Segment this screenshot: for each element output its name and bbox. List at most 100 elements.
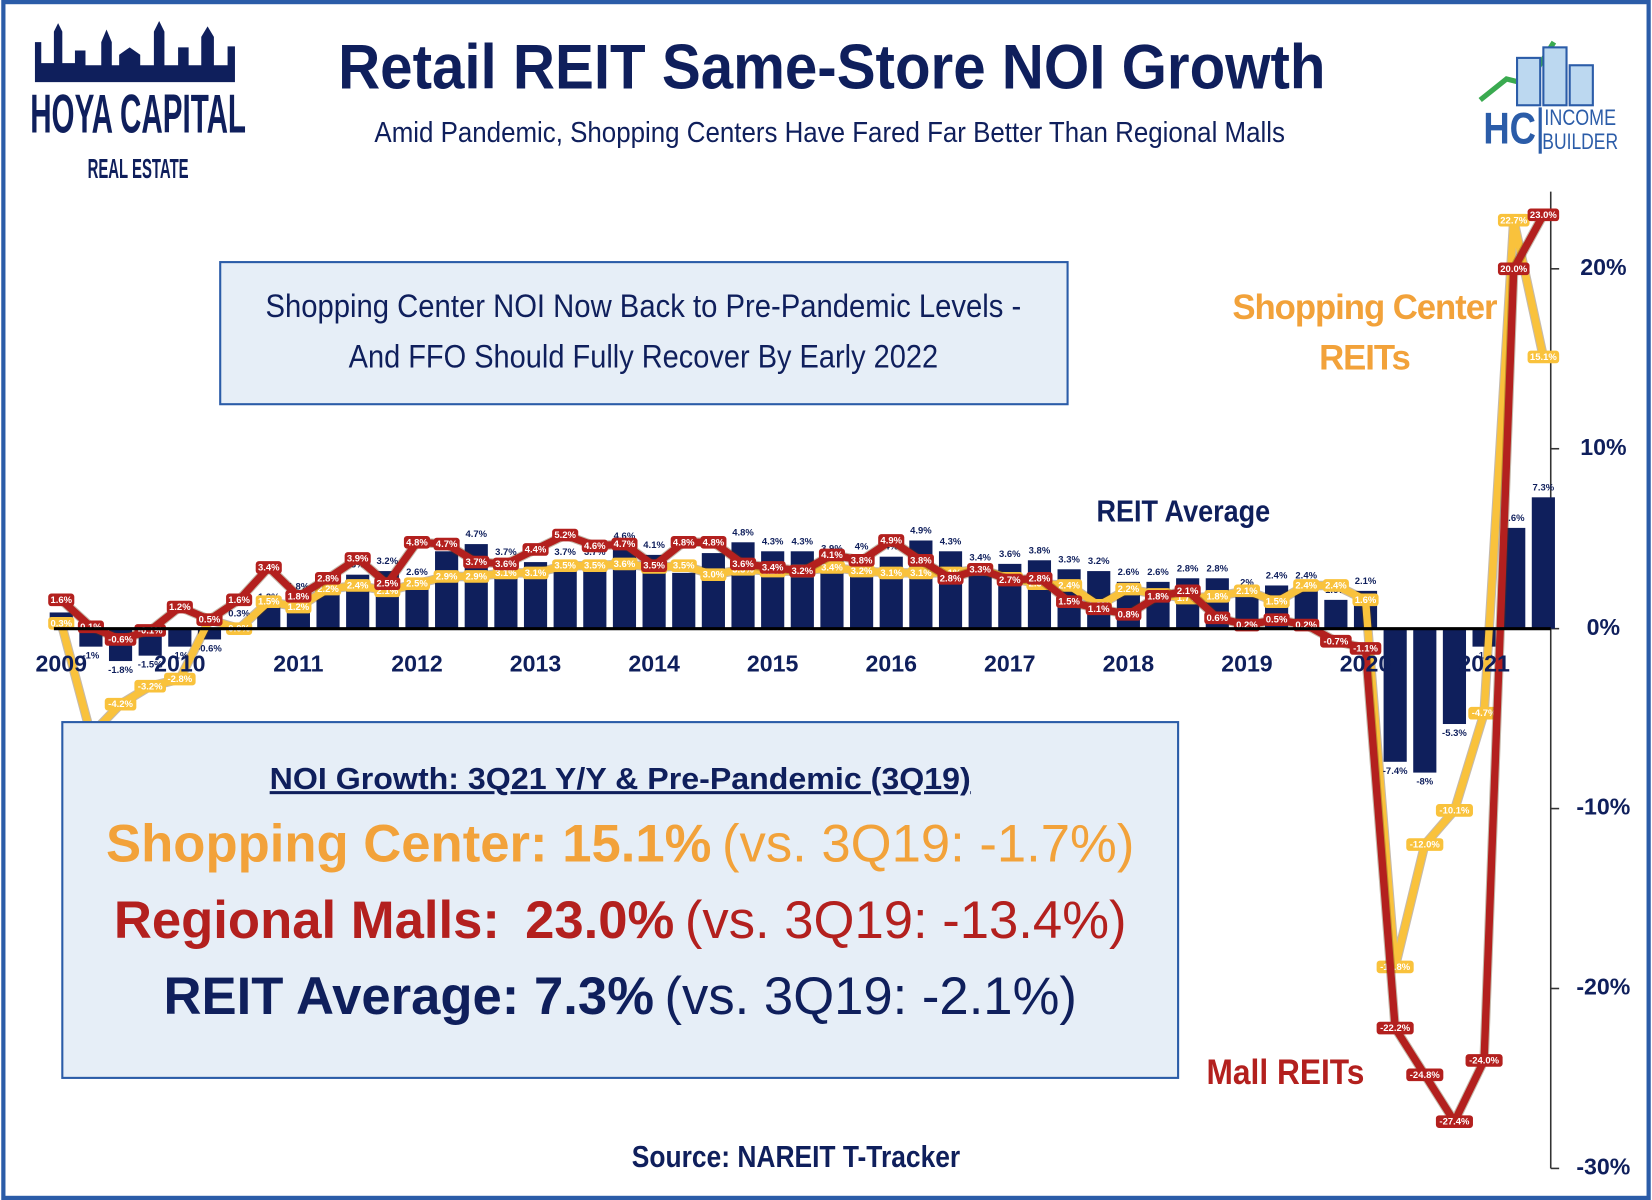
bar-label: -0.6% — [197, 643, 222, 654]
point-label-bg — [403, 577, 431, 590]
point-label-bg — [818, 561, 846, 574]
point-label: 2.1% — [1177, 586, 1199, 597]
bar-label: 3.4% — [969, 553, 991, 564]
series-label: Mall REITs — [1207, 1054, 1365, 1092]
x-tick-label: 2017 — [984, 650, 1035, 676]
x-tick-label: 2020 — [1340, 650, 1391, 676]
point-label-bg — [522, 566, 549, 580]
bar — [1502, 527, 1526, 629]
point-label: 2.1% — [1236, 586, 1258, 597]
point-label: 3.2% — [851, 566, 873, 577]
point-label: 0.5% — [199, 615, 221, 626]
x-tick-label: 2015 — [747, 650, 799, 676]
bar-label: 2.4% — [1266, 571, 1288, 582]
bar-label: 4.8% — [732, 527, 754, 538]
bar-label: 2.6% — [406, 567, 428, 578]
point-label: 0.8% — [1118, 609, 1140, 620]
bar — [938, 551, 963, 629]
point-label-bg — [104, 697, 137, 711]
bar-label: 3.2% — [1088, 556, 1110, 567]
logo-sub: REAL ESTATE — [88, 153, 189, 184]
point-label-bg — [1293, 579, 1320, 592]
point-label: 20.0% — [1500, 264, 1527, 275]
bar-label: -1% — [82, 651, 99, 662]
point-label: 2.4% — [1325, 581, 1347, 592]
point-label-bg — [285, 600, 312, 614]
point-label: 1.8% — [1207, 591, 1229, 602]
bar-label: 5.6% — [1503, 513, 1525, 524]
point-label: 3.9% — [347, 554, 369, 565]
bar-label: 7.3% — [1533, 482, 1555, 493]
point-label: 3.3% — [969, 564, 991, 575]
point-label-bg — [1320, 634, 1352, 648]
point-label-bg — [1406, 838, 1444, 851]
point-label: 2.5% — [406, 579, 428, 590]
logo-line: INCOME — [1544, 105, 1616, 130]
x-tick-label: 2013 — [510, 650, 562, 676]
point-label-bg — [937, 571, 964, 585]
point-label-bg — [641, 559, 668, 572]
point-label: 1.8% — [1147, 591, 1169, 602]
bar-label: 2% — [1240, 578, 1254, 589]
point-label: 2.9% — [436, 572, 458, 583]
point-label: 2.2% — [1118, 584, 1140, 595]
point-label-bg — [344, 579, 371, 592]
point-label: 4.7% — [436, 539, 458, 550]
point-label: 3.5% — [643, 561, 665, 572]
point-label-bg — [463, 555, 490, 569]
point-label-bg — [1263, 613, 1290, 626]
x-tick-label: 2021 — [1458, 650, 1510, 676]
point-label: 15.1% — [1530, 352, 1557, 363]
bar-label: 2.6% — [1147, 567, 1169, 578]
point-label: 3.4% — [821, 563, 843, 574]
bar-label: 3.7% — [554, 547, 576, 558]
summary-value: 23.0% — [525, 891, 674, 950]
point-label-bg — [374, 577, 401, 590]
point-label-bg — [226, 593, 253, 607]
point-label: 3.1% — [495, 568, 517, 579]
bar — [583, 562, 607, 629]
y-tick-label: -20% — [1576, 974, 1630, 1000]
point-label-bg — [581, 559, 608, 572]
bar — [701, 553, 725, 629]
point-label-bg — [522, 543, 549, 556]
summary-compare: (vs. 3Q19: -1.7%) — [722, 814, 1134, 873]
bar — [257, 607, 281, 629]
point-label: -3.2% — [138, 681, 163, 692]
point-label: 2.9% — [465, 572, 487, 583]
point-label: 1.5% — [1266, 597, 1288, 608]
point-label-bg — [670, 559, 697, 572]
point-label: 4.6% — [584, 541, 606, 552]
bar-label: 0.3% — [228, 608, 250, 619]
point-label-bg — [1352, 593, 1379, 607]
point-label: -24.0% — [1469, 1055, 1500, 1066]
point-label: 1.6% — [228, 595, 250, 606]
point-label: 4.8% — [673, 537, 695, 548]
point-label-bg — [1435, 804, 1473, 817]
bar-label: -1% — [171, 651, 188, 662]
point-label-bg — [848, 564, 875, 578]
point-label: 3.5% — [584, 561, 606, 572]
point-label-bg — [1263, 595, 1290, 608]
point-label: 0.6% — [1207, 613, 1229, 624]
bar-label: 4.3% — [762, 536, 784, 547]
logo-mark: HC — [1483, 104, 1536, 153]
point-label: 1.6% — [1355, 595, 1377, 606]
chart-subtitle: Amid Pandemic, Shopping Centers Have Far… — [374, 117, 1285, 149]
bar-label: 4.9% — [910, 526, 932, 537]
point-label-bg — [1468, 706, 1500, 720]
bar-label: 4.7% — [465, 529, 487, 540]
point-label: -0.7% — [1323, 636, 1348, 647]
y-tick-label: 20% — [1580, 254, 1626, 280]
point-label-bg — [670, 535, 697, 549]
chart-title: Retail REIT Same-Store NOI Growth — [338, 32, 1325, 102]
summary-label: Shopping Center: — [106, 814, 547, 873]
point-label-bg — [848, 553, 875, 567]
annotation: Shopping Center NOI Now Back to Pre-Pand… — [265, 287, 1021, 324]
x-tick-label: 2011 — [273, 650, 323, 676]
point-label-bg — [611, 537, 638, 551]
point-label: 2.4% — [1058, 581, 1080, 592]
point-label-bg — [1322, 579, 1349, 592]
annotation-box — [219, 261, 1069, 406]
